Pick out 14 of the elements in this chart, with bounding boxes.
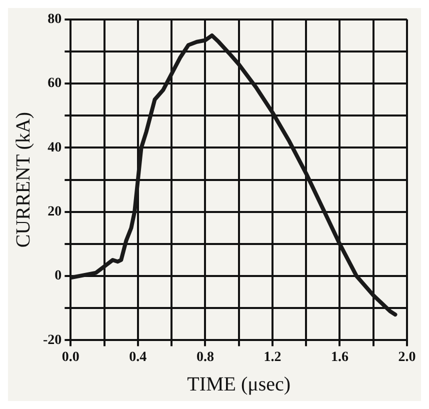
x-tick-label: 1.2: [264, 350, 282, 366]
x-tick-label: 2.0: [398, 350, 416, 366]
x-tick-label: 0.0: [62, 350, 80, 366]
y-tick-label: -20: [42, 332, 62, 348]
x-tick-label: 0.4: [129, 350, 147, 366]
y-tick-label: 20: [48, 204, 62, 220]
x-tick-label: 1.6: [330, 350, 348, 366]
y-tick-label: 0: [54, 268, 62, 284]
y-tick-label: 60: [48, 76, 62, 92]
y-tick-label: 80: [48, 12, 62, 28]
y-tick-label: 40: [48, 140, 62, 156]
y-axis-title: CURRENT (kA): [12, 112, 34, 248]
x-axis-title: TIME (μsec): [187, 373, 291, 396]
x-tick-label: 0.8: [196, 350, 214, 366]
